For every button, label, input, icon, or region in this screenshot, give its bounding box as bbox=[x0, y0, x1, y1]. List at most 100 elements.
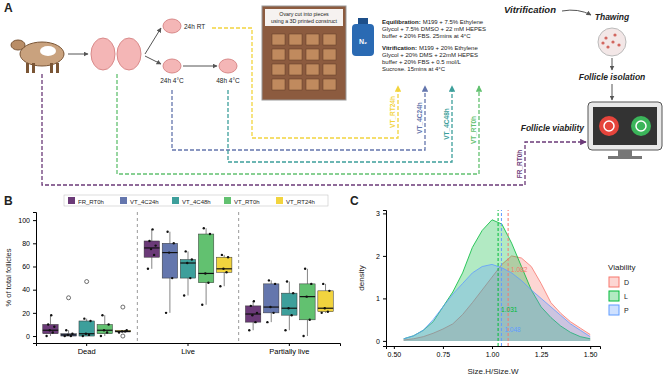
point bbox=[165, 312, 167, 314]
point bbox=[266, 321, 268, 323]
point bbox=[272, 312, 274, 314]
route-label: FR_RT0h bbox=[516, 150, 523, 179]
tick: Dead bbox=[78, 343, 96, 356]
tissue-piece bbox=[272, 79, 285, 90]
axis-title: % of total follicles bbox=[4, 248, 13, 306]
box bbox=[264, 284, 279, 313]
nitrogen-tank bbox=[352, 24, 374, 56]
density-line bbox=[404, 264, 591, 338]
median bbox=[162, 252, 177, 253]
whisker bbox=[188, 251, 189, 259]
point bbox=[248, 329, 250, 331]
legend-title: Viability bbox=[608, 263, 635, 272]
tick-mark bbox=[33, 290, 36, 291]
route-line bbox=[228, 86, 452, 162]
route-line bbox=[117, 74, 479, 174]
cow-spot bbox=[40, 46, 56, 56]
arrow bbox=[145, 56, 161, 64]
step-title: Follicle isolation bbox=[579, 72, 646, 82]
point bbox=[50, 314, 52, 316]
tick: 2 bbox=[376, 253, 386, 260]
monitor-screen bbox=[593, 107, 657, 145]
workflow-diagram: 24h RT24h 4°C48h 4°COvary cut into piece… bbox=[11, 4, 662, 185]
box bbox=[115, 330, 130, 332]
tick: 3 bbox=[376, 210, 386, 217]
point bbox=[322, 283, 324, 285]
whisker bbox=[224, 255, 225, 257]
outlier bbox=[67, 296, 71, 300]
point bbox=[118, 331, 120, 333]
mean-line bbox=[498, 210, 499, 346]
tick: 0 bbox=[376, 338, 386, 345]
whisker bbox=[271, 280, 272, 283]
point bbox=[191, 258, 193, 260]
follicle-dot bbox=[601, 41, 604, 44]
point bbox=[305, 295, 307, 297]
follicle-dot bbox=[604, 36, 607, 39]
arrow bbox=[612, 58, 613, 70]
tick: Live bbox=[181, 343, 195, 356]
step-title: Vitrification bbox=[504, 4, 556, 15]
timepoint-label: 48h 4°C bbox=[216, 77, 240, 84]
box-chart: 020406080100DeadLivePartially live% of t… bbox=[4, 195, 341, 356]
x-axis: DeadLivePartially live bbox=[37, 343, 341, 356]
tick-mark bbox=[383, 341, 386, 342]
tick-label: 0.50 bbox=[388, 351, 402, 358]
mean-label: 1.031 bbox=[501, 306, 518, 313]
tick: 1 bbox=[376, 295, 386, 302]
outlier bbox=[85, 280, 89, 284]
tank-neck bbox=[358, 18, 368, 25]
point bbox=[53, 326, 55, 328]
x-axis: 0.500.751.001.251.50 bbox=[387, 346, 601, 358]
protocol-line: buffer + 20% FBS + 0.5 mol/L bbox=[382, 59, 462, 65]
legend-box bbox=[64, 195, 328, 206]
whisker bbox=[104, 334, 105, 336]
whisker bbox=[151, 257, 152, 269]
point bbox=[101, 314, 103, 316]
whisker bbox=[224, 272, 225, 286]
box bbox=[79, 321, 94, 336]
tick: 1.50 bbox=[584, 346, 598, 358]
cow-leg bbox=[32, 63, 35, 73]
point bbox=[184, 250, 186, 252]
axis-title: Size.H/Size.W bbox=[467, 367, 519, 376]
follicle-dot bbox=[613, 33, 616, 36]
tick-label: 3 bbox=[376, 210, 380, 217]
tick-mark bbox=[33, 313, 36, 314]
whisker bbox=[50, 315, 51, 324]
tissue-piece bbox=[323, 79, 336, 90]
tissue-piece bbox=[306, 64, 319, 75]
point bbox=[70, 335, 72, 337]
protocol-line: buffer + 20% FBS. 25mins at 4°C bbox=[382, 33, 471, 39]
separator bbox=[238, 212, 239, 343]
point bbox=[304, 268, 306, 270]
point bbox=[203, 227, 205, 229]
tissue-piece bbox=[306, 49, 319, 60]
axis-line bbox=[387, 347, 601, 350]
legend-swatch bbox=[120, 197, 127, 204]
box bbox=[61, 334, 76, 336]
whisker bbox=[289, 315, 290, 330]
density-line bbox=[404, 256, 591, 340]
outlier bbox=[121, 305, 125, 309]
tick-label: 80 bbox=[22, 240, 30, 247]
tick-mark bbox=[33, 336, 36, 337]
tick: 40 bbox=[22, 286, 36, 293]
protocol-head: Equilibration: bbox=[382, 19, 421, 25]
whisker bbox=[169, 278, 170, 313]
legend-label: P bbox=[624, 307, 629, 314]
viability-icon-ring bbox=[604, 121, 614, 131]
box bbox=[282, 293, 297, 315]
tick-label: 60 bbox=[22, 263, 30, 270]
whisker bbox=[289, 282, 290, 294]
legend-label: VT_4C48h bbox=[182, 199, 211, 205]
tissue-piece bbox=[272, 49, 285, 60]
median bbox=[115, 331, 130, 332]
point bbox=[250, 305, 252, 307]
timepoint-label: 24h RT bbox=[184, 23, 205, 30]
point bbox=[219, 285, 221, 287]
cow-leg bbox=[26, 63, 29, 73]
tissue-piece bbox=[289, 79, 302, 90]
point bbox=[150, 248, 152, 250]
point bbox=[154, 244, 156, 246]
